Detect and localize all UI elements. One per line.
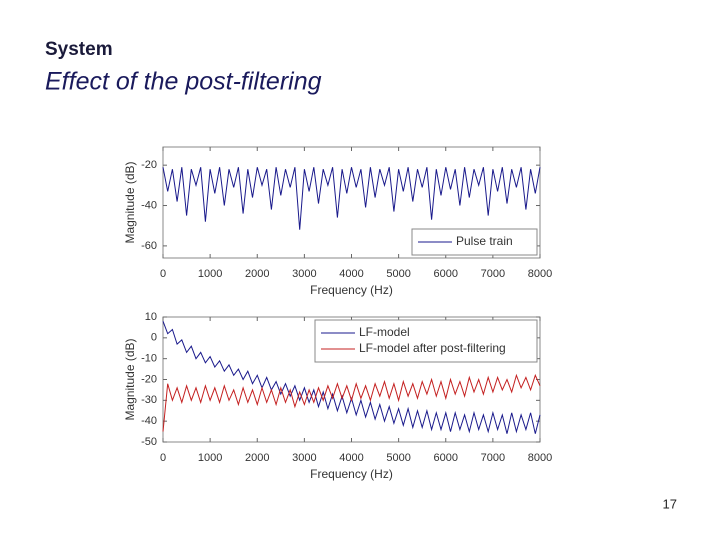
section-title: System bbox=[45, 39, 113, 60]
x-tick-label: 0 bbox=[160, 268, 166, 280]
data-line bbox=[162, 167, 541, 230]
y-tick-label: 10 bbox=[145, 311, 157, 323]
y-tick-label: -60 bbox=[141, 240, 157, 252]
y-tick-label: -20 bbox=[141, 159, 157, 171]
x-tick-label: 1000 bbox=[198, 452, 222, 464]
legend-box bbox=[314, 319, 538, 363]
x-tick-label: 5000 bbox=[386, 268, 410, 280]
x-tick-label: 7000 bbox=[481, 452, 505, 464]
x-tick-label: 8000 bbox=[528, 268, 552, 280]
x-tick-label: 4000 bbox=[339, 452, 363, 464]
data-line bbox=[162, 373, 541, 432]
legend-label: LF-model after post-filtering bbox=[359, 341, 506, 355]
x-axis-label: Frequency (Hz) bbox=[310, 283, 393, 297]
y-axis-label: Magnitude (dB) bbox=[123, 338, 137, 420]
x-tick-label: 0 bbox=[160, 452, 166, 464]
x-tick-label: 8000 bbox=[528, 452, 552, 464]
y-tick-label: 0 bbox=[151, 332, 157, 344]
y-tick-label: -40 bbox=[141, 415, 157, 427]
x-tick-label: 4000 bbox=[339, 268, 363, 280]
y-tick-label: -10 bbox=[141, 353, 157, 365]
x-tick-label: 2000 bbox=[245, 268, 269, 280]
x-tick-label: 3000 bbox=[292, 268, 316, 280]
x-tick-label: 5000 bbox=[386, 452, 410, 464]
y-tick-label: -30 bbox=[141, 394, 157, 406]
x-axis-label: Frequency (Hz) bbox=[310, 467, 393, 481]
legend-label: Pulse train bbox=[456, 234, 513, 248]
x-tick-label: 6000 bbox=[434, 452, 458, 464]
y-tick-label: -50 bbox=[141, 436, 157, 448]
x-tick-label: 3000 bbox=[292, 452, 316, 464]
slide-title: Effect of the post-filtering bbox=[45, 68, 322, 96]
x-tick-label: 6000 bbox=[434, 268, 458, 280]
page-number: 17 bbox=[663, 496, 677, 511]
y-tick-label: -40 bbox=[141, 199, 157, 211]
x-tick-label: 2000 bbox=[245, 452, 269, 464]
legend-label: LF-model bbox=[359, 325, 410, 339]
y-tick-label: -20 bbox=[141, 373, 157, 385]
data-line bbox=[162, 321, 541, 434]
y-axis-label: Magnitude (dB) bbox=[123, 161, 137, 243]
x-tick-label: 7000 bbox=[481, 268, 505, 280]
x-tick-label: 1000 bbox=[198, 268, 222, 280]
